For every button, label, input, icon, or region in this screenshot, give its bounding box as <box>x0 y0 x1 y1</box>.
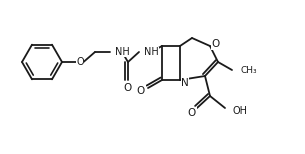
Text: O: O <box>76 57 84 67</box>
Text: CH₃: CH₃ <box>241 65 258 75</box>
Text: O: O <box>124 83 132 93</box>
Text: OH: OH <box>233 106 248 116</box>
Text: NH: NH <box>115 47 130 57</box>
Text: O: O <box>137 86 145 96</box>
Text: O: O <box>188 108 196 118</box>
Text: NH: NH <box>144 47 159 57</box>
Text: N: N <box>181 78 189 88</box>
Text: O: O <box>212 39 220 49</box>
